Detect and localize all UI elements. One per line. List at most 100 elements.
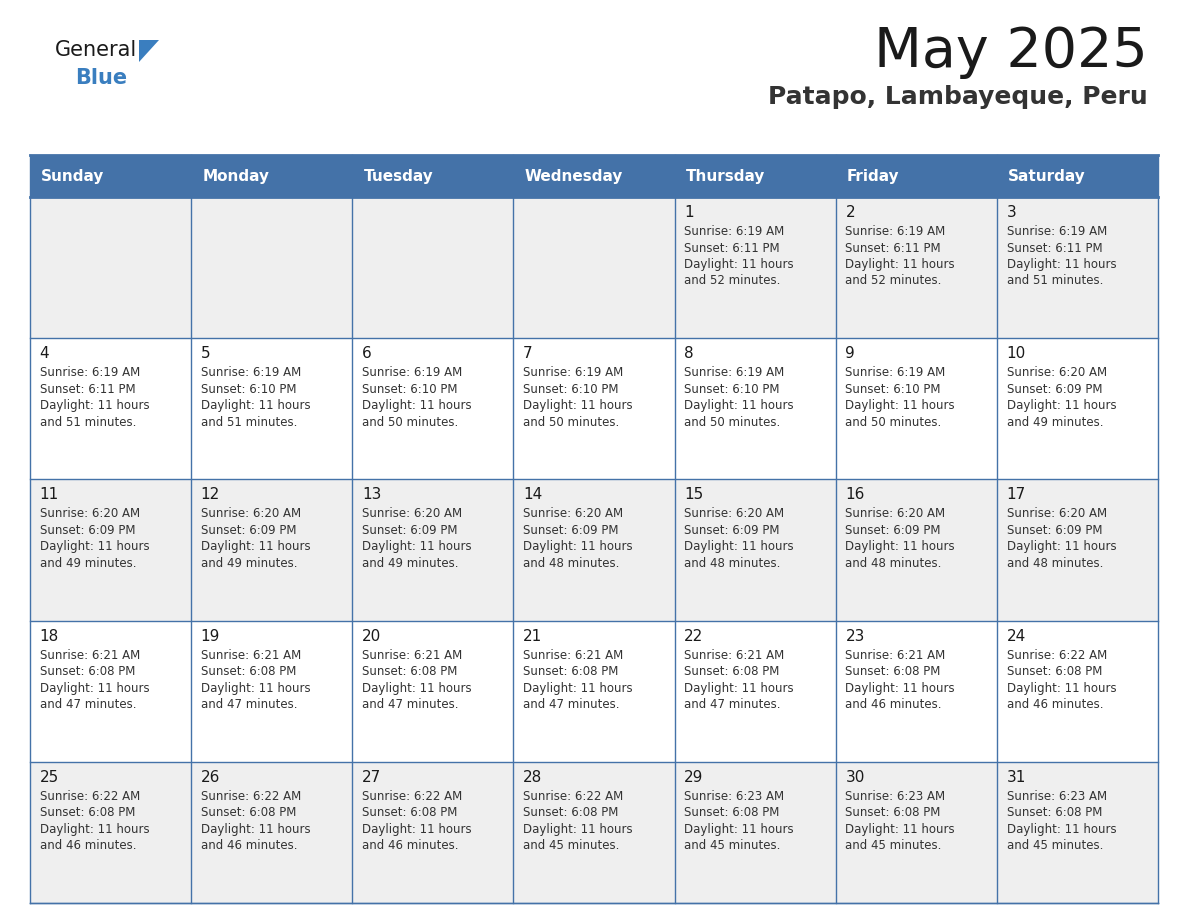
Text: Daylight: 11 hours: Daylight: 11 hours [684, 823, 794, 835]
Text: 13: 13 [362, 487, 381, 502]
Text: Sunrise: 6:21 AM: Sunrise: 6:21 AM [39, 649, 140, 662]
Text: 18: 18 [39, 629, 59, 644]
Text: Sunset: 6:09 PM: Sunset: 6:09 PM [1006, 383, 1102, 396]
Text: Sunset: 6:08 PM: Sunset: 6:08 PM [362, 666, 457, 678]
Text: Monday: Monday [202, 169, 270, 184]
Text: and 47 minutes.: and 47 minutes. [523, 698, 620, 711]
Text: 22: 22 [684, 629, 703, 644]
Text: Sunrise: 6:22 AM: Sunrise: 6:22 AM [523, 789, 624, 803]
Text: 27: 27 [362, 770, 381, 785]
Text: Sunset: 6:10 PM: Sunset: 6:10 PM [684, 383, 779, 396]
Text: and 45 minutes.: and 45 minutes. [523, 839, 619, 852]
Text: Patapo, Lambayeque, Peru: Patapo, Lambayeque, Peru [769, 85, 1148, 109]
Text: and 48 minutes.: and 48 minutes. [523, 557, 619, 570]
Text: Sunset: 6:08 PM: Sunset: 6:08 PM [39, 666, 135, 678]
Text: Sunset: 6:09 PM: Sunset: 6:09 PM [523, 524, 619, 537]
Text: 15: 15 [684, 487, 703, 502]
Text: and 46 minutes.: and 46 minutes. [362, 839, 459, 852]
Text: 25: 25 [39, 770, 59, 785]
Text: Sunrise: 6:21 AM: Sunrise: 6:21 AM [201, 649, 301, 662]
Text: Sunset: 6:09 PM: Sunset: 6:09 PM [362, 524, 457, 537]
Text: Daylight: 11 hours: Daylight: 11 hours [201, 681, 310, 695]
Text: 10: 10 [1006, 346, 1025, 361]
Text: 17: 17 [1006, 487, 1025, 502]
Text: Daylight: 11 hours: Daylight: 11 hours [846, 399, 955, 412]
Text: Sunset: 6:11 PM: Sunset: 6:11 PM [1006, 241, 1102, 254]
Text: Sunset: 6:08 PM: Sunset: 6:08 PM [39, 806, 135, 819]
Text: Sunrise: 6:21 AM: Sunrise: 6:21 AM [846, 649, 946, 662]
Text: Sunset: 6:09 PM: Sunset: 6:09 PM [201, 524, 296, 537]
Text: Daylight: 11 hours: Daylight: 11 hours [523, 541, 633, 554]
Text: Daylight: 11 hours: Daylight: 11 hours [1006, 399, 1117, 412]
Text: 30: 30 [846, 770, 865, 785]
Text: Daylight: 11 hours: Daylight: 11 hours [684, 399, 794, 412]
Text: and 50 minutes.: and 50 minutes. [523, 416, 619, 429]
Text: Daylight: 11 hours: Daylight: 11 hours [39, 541, 150, 554]
Text: Sunset: 6:08 PM: Sunset: 6:08 PM [201, 806, 296, 819]
Text: Sunset: 6:08 PM: Sunset: 6:08 PM [846, 806, 941, 819]
Text: Sunrise: 6:23 AM: Sunrise: 6:23 AM [684, 789, 784, 803]
Text: Sunset: 6:08 PM: Sunset: 6:08 PM [1006, 666, 1102, 678]
Text: Daylight: 11 hours: Daylight: 11 hours [1006, 541, 1117, 554]
Text: Friday: Friday [847, 169, 899, 184]
Text: and 45 minutes.: and 45 minutes. [846, 839, 942, 852]
Text: Sunset: 6:08 PM: Sunset: 6:08 PM [1006, 806, 1102, 819]
Text: Sunrise: 6:21 AM: Sunrise: 6:21 AM [523, 649, 624, 662]
Text: Daylight: 11 hours: Daylight: 11 hours [39, 399, 150, 412]
Text: Daylight: 11 hours: Daylight: 11 hours [523, 823, 633, 835]
Text: and 48 minutes.: and 48 minutes. [684, 557, 781, 570]
Text: Sunset: 6:08 PM: Sunset: 6:08 PM [846, 666, 941, 678]
Text: Daylight: 11 hours: Daylight: 11 hours [1006, 258, 1117, 271]
Text: and 51 minutes.: and 51 minutes. [39, 416, 137, 429]
Text: Sunset: 6:10 PM: Sunset: 6:10 PM [846, 383, 941, 396]
Text: 26: 26 [201, 770, 220, 785]
Text: Sunrise: 6:20 AM: Sunrise: 6:20 AM [523, 508, 624, 521]
Text: 31: 31 [1006, 770, 1026, 785]
Text: Daylight: 11 hours: Daylight: 11 hours [846, 541, 955, 554]
Text: Daylight: 11 hours: Daylight: 11 hours [362, 399, 472, 412]
Text: Sunset: 6:10 PM: Sunset: 6:10 PM [523, 383, 619, 396]
Text: and 49 minutes.: and 49 minutes. [39, 557, 137, 570]
Text: Daylight: 11 hours: Daylight: 11 hours [362, 823, 472, 835]
Text: Sunrise: 6:22 AM: Sunrise: 6:22 AM [201, 789, 301, 803]
Text: Sunset: 6:09 PM: Sunset: 6:09 PM [846, 524, 941, 537]
Text: Sunset: 6:10 PM: Sunset: 6:10 PM [362, 383, 457, 396]
Text: and 50 minutes.: and 50 minutes. [684, 416, 781, 429]
Bar [30, 762, 1158, 903]
Text: and 48 minutes.: and 48 minutes. [846, 557, 942, 570]
Text: Daylight: 11 hours: Daylight: 11 hours [523, 681, 633, 695]
Text: Sunrise: 6:20 AM: Sunrise: 6:20 AM [1006, 508, 1107, 521]
Text: Sunset: 6:11 PM: Sunset: 6:11 PM [684, 241, 779, 254]
Text: Daylight: 11 hours: Daylight: 11 hours [846, 823, 955, 835]
Text: 7: 7 [523, 346, 532, 361]
Text: and 46 minutes.: and 46 minutes. [39, 839, 137, 852]
Text: Daylight: 11 hours: Daylight: 11 hours [1006, 823, 1117, 835]
Text: Sunrise: 6:19 AM: Sunrise: 6:19 AM [39, 366, 140, 379]
Text: 29: 29 [684, 770, 703, 785]
Polygon shape [139, 40, 159, 62]
Text: Daylight: 11 hours: Daylight: 11 hours [684, 681, 794, 695]
Text: Thursday: Thursday [685, 169, 765, 184]
Text: Sunrise: 6:20 AM: Sunrise: 6:20 AM [684, 508, 784, 521]
Text: Tuesday: Tuesday [364, 169, 434, 184]
Text: Daylight: 11 hours: Daylight: 11 hours [201, 399, 310, 412]
Text: 6: 6 [362, 346, 372, 361]
Text: Sunrise: 6:19 AM: Sunrise: 6:19 AM [201, 366, 301, 379]
Text: 11: 11 [39, 487, 59, 502]
Text: Daylight: 11 hours: Daylight: 11 hours [523, 399, 633, 412]
Text: 3: 3 [1006, 205, 1016, 220]
Bar [30, 479, 1158, 621]
Text: Sunset: 6:10 PM: Sunset: 6:10 PM [201, 383, 296, 396]
Text: 4: 4 [39, 346, 49, 361]
Text: 19: 19 [201, 629, 220, 644]
Text: General: General [55, 40, 138, 60]
Text: Sunrise: 6:19 AM: Sunrise: 6:19 AM [684, 225, 784, 238]
Text: Sunrise: 6:20 AM: Sunrise: 6:20 AM [362, 508, 462, 521]
Text: and 46 minutes.: and 46 minutes. [1006, 698, 1102, 711]
Text: Sunset: 6:08 PM: Sunset: 6:08 PM [523, 666, 619, 678]
Text: Daylight: 11 hours: Daylight: 11 hours [684, 258, 794, 271]
Text: Sunrise: 6:19 AM: Sunrise: 6:19 AM [523, 366, 624, 379]
Text: Sunrise: 6:19 AM: Sunrise: 6:19 AM [1006, 225, 1107, 238]
Text: and 51 minutes.: and 51 minutes. [1006, 274, 1102, 287]
Text: and 46 minutes.: and 46 minutes. [846, 698, 942, 711]
